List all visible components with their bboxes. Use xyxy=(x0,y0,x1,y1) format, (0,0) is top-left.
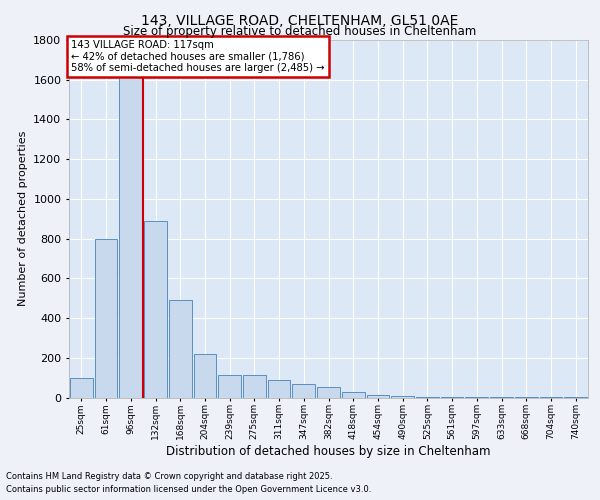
X-axis label: Distribution of detached houses by size in Cheltenham: Distribution of detached houses by size … xyxy=(166,445,491,458)
Bar xyxy=(342,392,365,398)
Bar xyxy=(169,300,191,398)
Y-axis label: Number of detached properties: Number of detached properties xyxy=(17,131,28,306)
Bar xyxy=(119,70,142,398)
Text: 143 VILLAGE ROAD: 117sqm
← 42% of detached houses are smaller (1,786)
58% of sem: 143 VILLAGE ROAD: 117sqm ← 42% of detach… xyxy=(71,40,325,73)
Bar xyxy=(95,238,118,398)
Bar xyxy=(416,396,439,398)
Text: 143, VILLAGE ROAD, CHELTENHAM, GL51 0AE: 143, VILLAGE ROAD, CHELTENHAM, GL51 0AE xyxy=(142,14,458,28)
Bar xyxy=(70,378,93,398)
Bar xyxy=(268,380,290,398)
Bar xyxy=(144,220,167,398)
Bar xyxy=(317,386,340,398)
Bar xyxy=(391,396,414,398)
Text: Size of property relative to detached houses in Cheltenham: Size of property relative to detached ho… xyxy=(124,25,476,38)
Bar xyxy=(441,397,463,398)
Text: Contains HM Land Registry data © Crown copyright and database right 2025.: Contains HM Land Registry data © Crown c… xyxy=(6,472,332,481)
Bar xyxy=(194,354,216,398)
Bar xyxy=(218,374,241,398)
Bar xyxy=(292,384,315,398)
Bar xyxy=(367,394,389,398)
Bar xyxy=(243,374,266,398)
Text: Contains public sector information licensed under the Open Government Licence v3: Contains public sector information licen… xyxy=(6,485,371,494)
